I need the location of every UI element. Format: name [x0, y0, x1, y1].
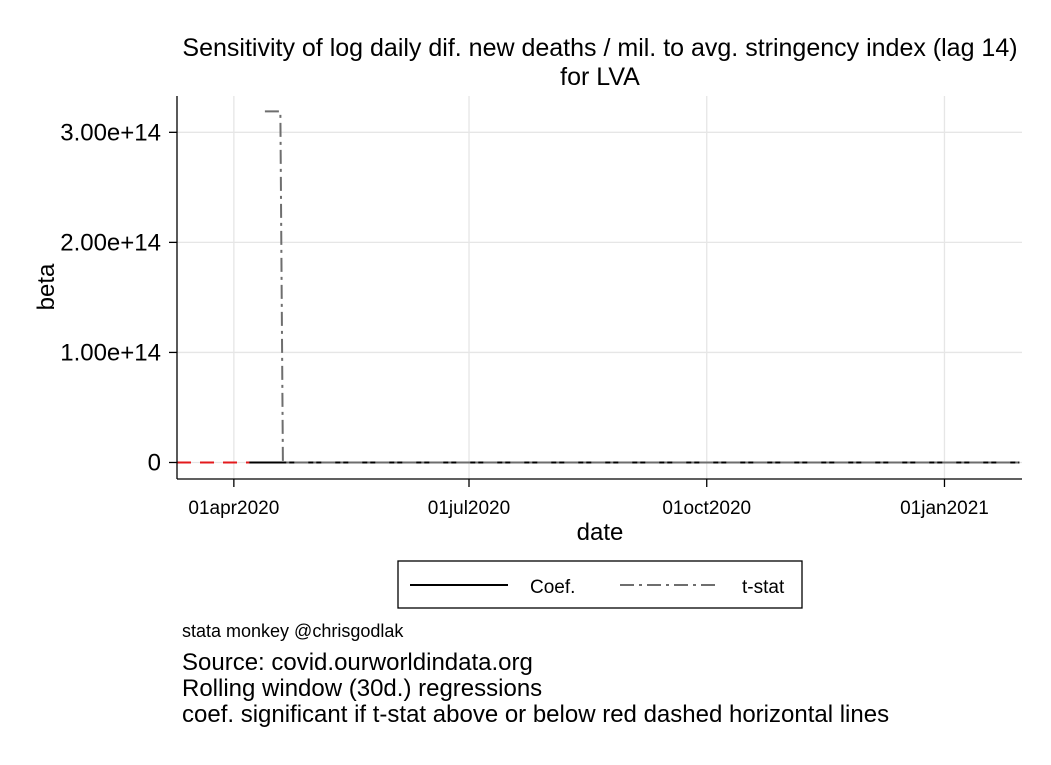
method-note: Rolling window (30d.) regressions	[182, 675, 543, 702]
tstat-series-line	[264, 110, 1020, 464]
significance-note: coef. significant if t-stat above or bel…	[182, 701, 890, 728]
legend-label-tstat: t-stat	[742, 577, 785, 598]
chart-subtitle: for LVA	[560, 63, 640, 91]
source-note: Source: covid.ourworldindata.org	[182, 649, 533, 676]
y-axis-ticks: 0 1.00e+14 2.00e+14 3.00e+14	[60, 119, 177, 476]
x-axis-label: date	[577, 519, 624, 546]
gridlines	[177, 96, 1022, 479]
x-tick-label: 01apr2020	[188, 498, 279, 519]
legend: Coef. t-stat	[397, 560, 803, 609]
legend-label-coef: Coef.	[530, 577, 575, 598]
y-tick-label: 3.00e+14	[60, 119, 161, 146]
x-axis-ticks: 01apr2020 01jul2020 01oct2020 01jan2021	[188, 479, 989, 519]
y-tick-label: 1.00e+14	[60, 339, 161, 366]
credit-note: stata monkey @chrisgodlak	[182, 621, 404, 641]
y-tick-label: 2.00e+14	[60, 229, 161, 256]
x-tick-label: 01jan2021	[900, 498, 989, 519]
chart-notes: stata monkey @chrisgodlak Source: covid.…	[182, 622, 889, 728]
x-tick-label: 01jul2020	[428, 498, 510, 519]
chart-title: Sensitivity of log daily dif. new deaths…	[182, 34, 1017, 62]
plot-series	[249, 110, 1020, 464]
x-tick-label: 01oct2020	[662, 498, 751, 519]
y-tick-label: 0	[148, 449, 161, 476]
y-axis-label: beta	[33, 263, 60, 310]
